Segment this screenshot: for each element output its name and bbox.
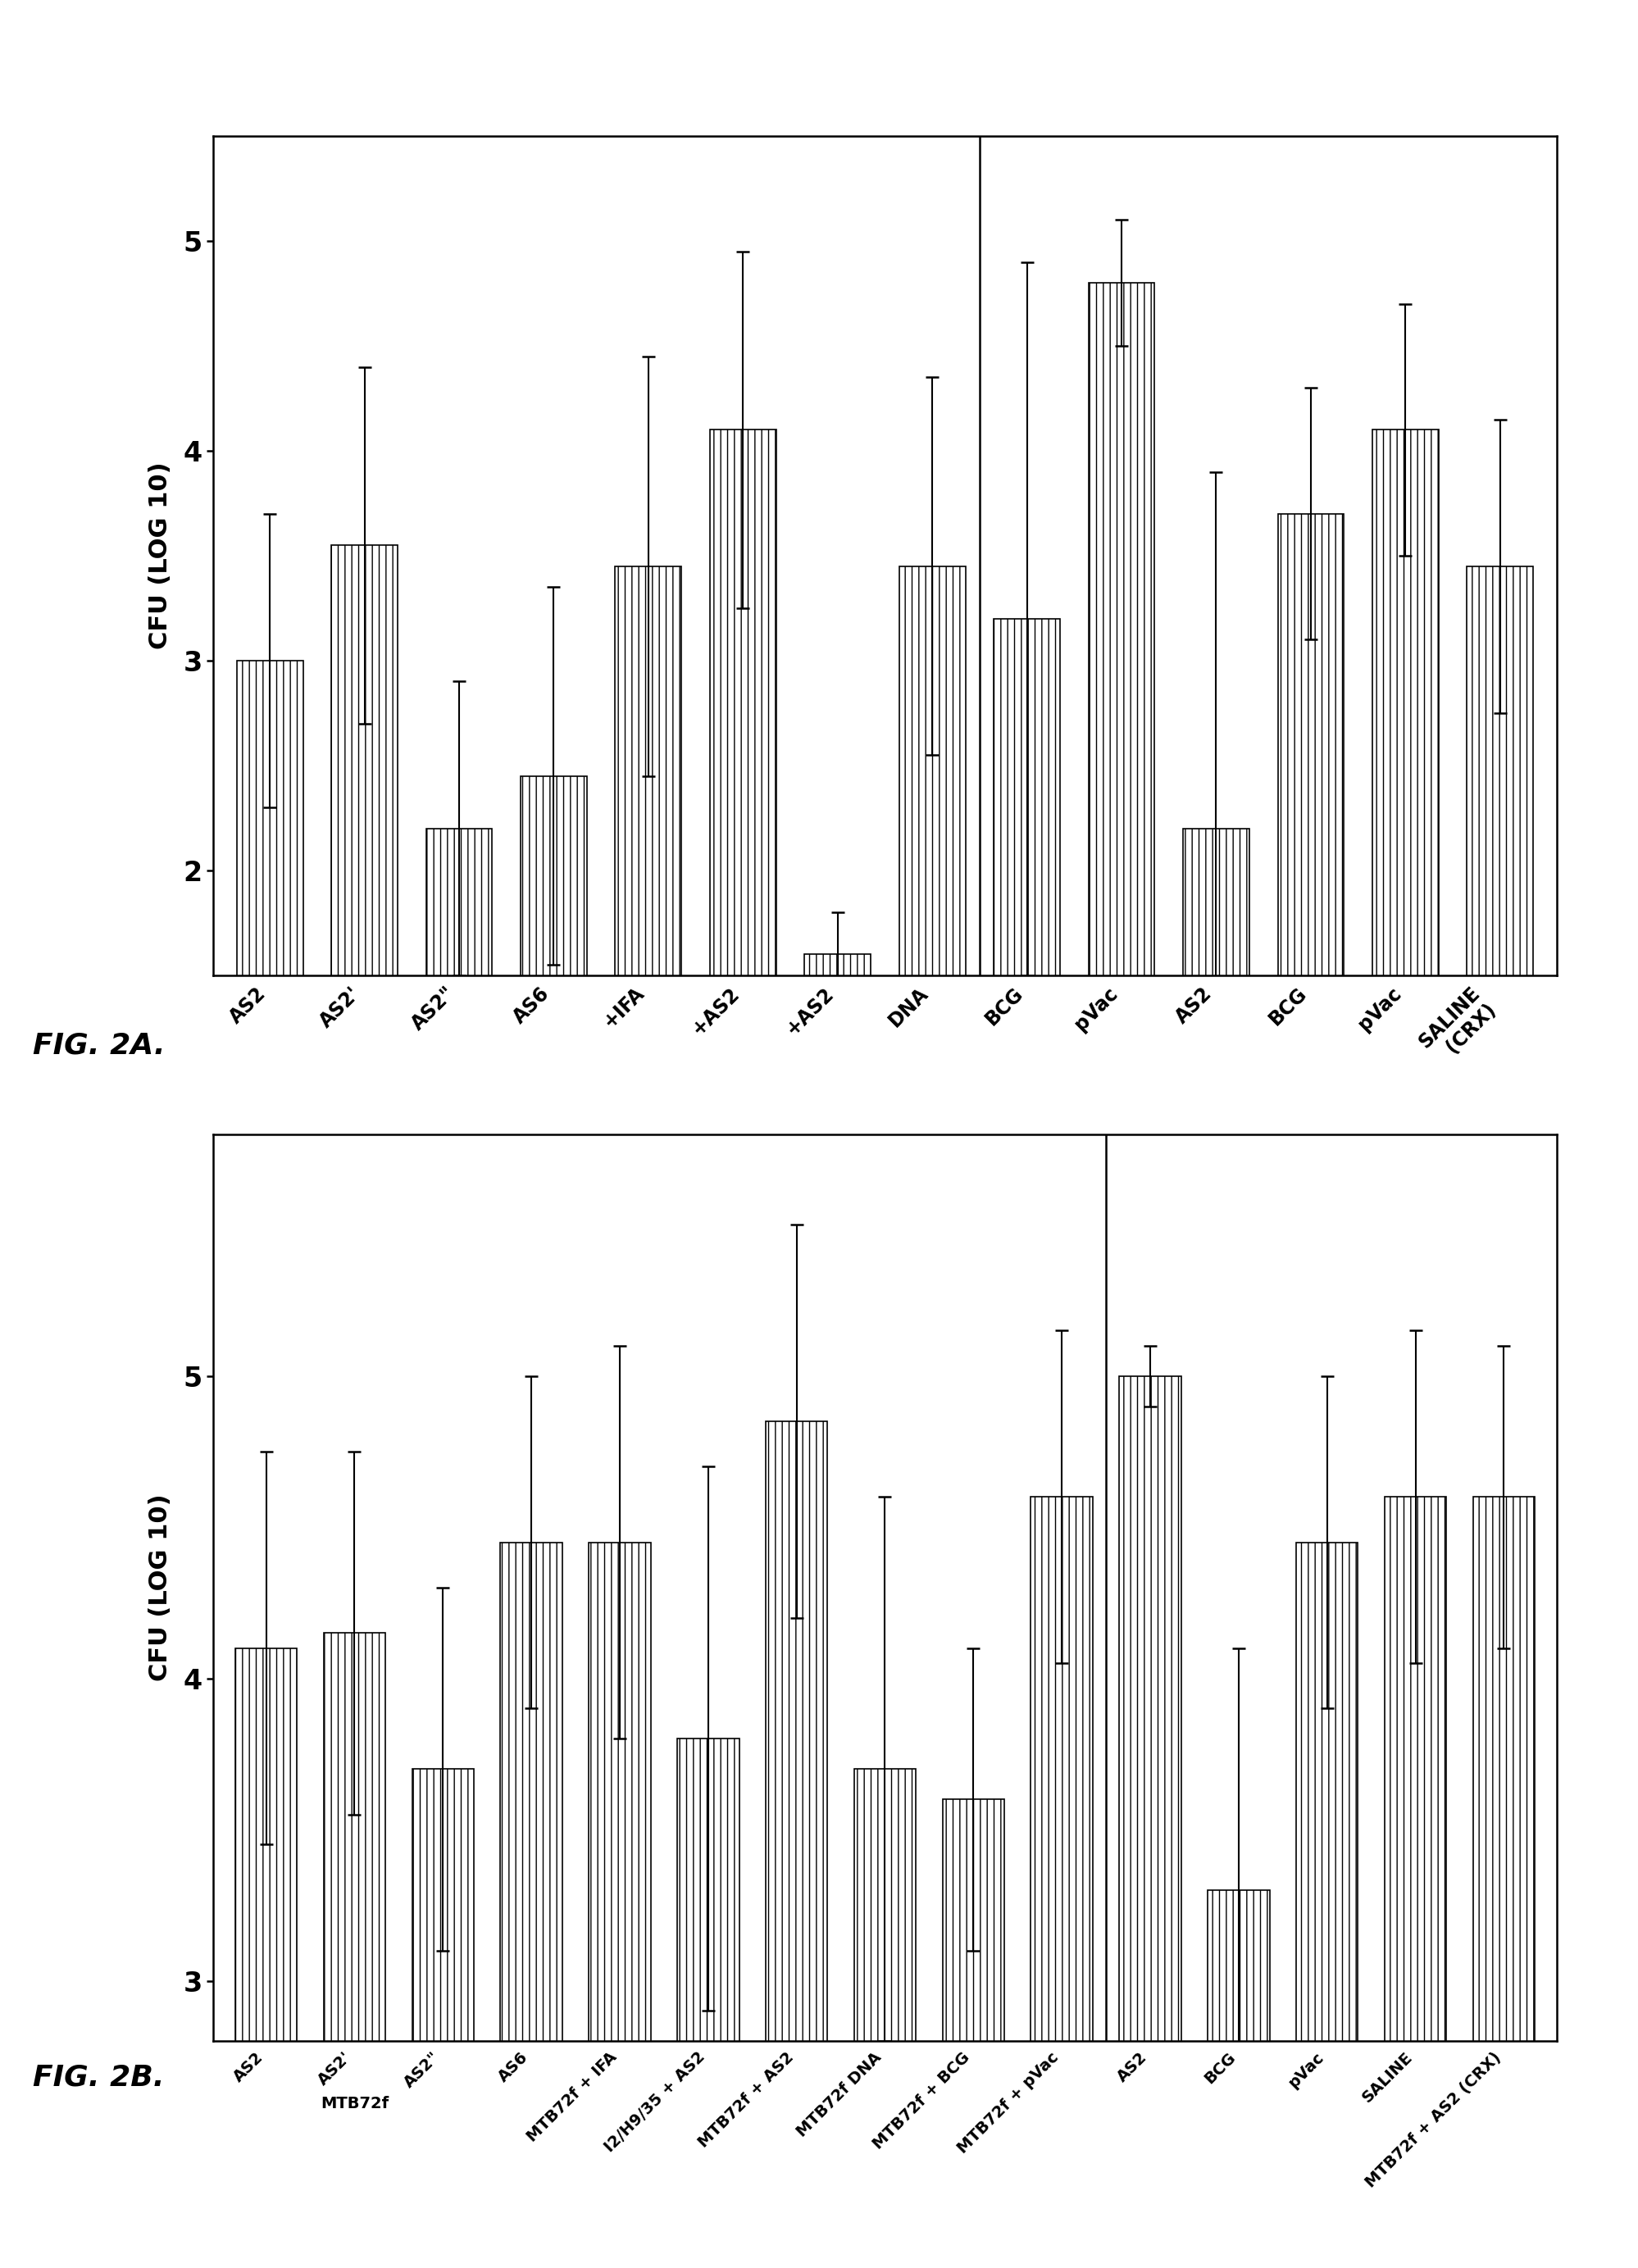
Bar bbox=[1119, 1377, 1181, 2268]
Bar bbox=[1371, 431, 1438, 1290]
Bar bbox=[411, 1769, 473, 2268]
Bar bbox=[588, 1542, 650, 2268]
Bar bbox=[234, 1649, 296, 2268]
Bar bbox=[331, 544, 398, 1290]
Bar bbox=[804, 955, 870, 1290]
Bar bbox=[1466, 567, 1533, 1290]
Bar bbox=[942, 1799, 1004, 2268]
Bar bbox=[614, 567, 681, 1290]
Bar bbox=[236, 660, 303, 1290]
Bar bbox=[993, 619, 1060, 1290]
Bar bbox=[500, 1542, 562, 2268]
Bar bbox=[1473, 1497, 1535, 2268]
Bar bbox=[676, 1740, 739, 2268]
Bar bbox=[521, 776, 586, 1290]
Text: FIG. 2B.: FIG. 2B. bbox=[33, 2064, 164, 2091]
Bar bbox=[899, 567, 965, 1290]
Bar bbox=[426, 828, 491, 1290]
Text: MTB72f: MTB72f bbox=[321, 2096, 388, 2112]
Bar bbox=[1384, 1497, 1446, 2268]
Text: FIG. 2A.: FIG. 2A. bbox=[33, 1032, 165, 1059]
Bar bbox=[709, 431, 776, 1290]
Bar bbox=[1278, 513, 1343, 1290]
Bar bbox=[323, 1633, 385, 2268]
Y-axis label: CFU (LOG 10): CFU (LOG 10) bbox=[147, 1495, 172, 1681]
Bar bbox=[1088, 284, 1155, 1290]
Bar bbox=[1030, 1497, 1093, 2268]
Bar bbox=[765, 1422, 827, 2268]
Y-axis label: CFU (LOG 10): CFU (LOG 10) bbox=[147, 463, 172, 649]
Bar bbox=[853, 1769, 916, 2268]
Bar bbox=[1296, 1542, 1358, 2268]
Bar bbox=[1207, 1889, 1269, 2268]
Bar bbox=[1183, 828, 1248, 1290]
